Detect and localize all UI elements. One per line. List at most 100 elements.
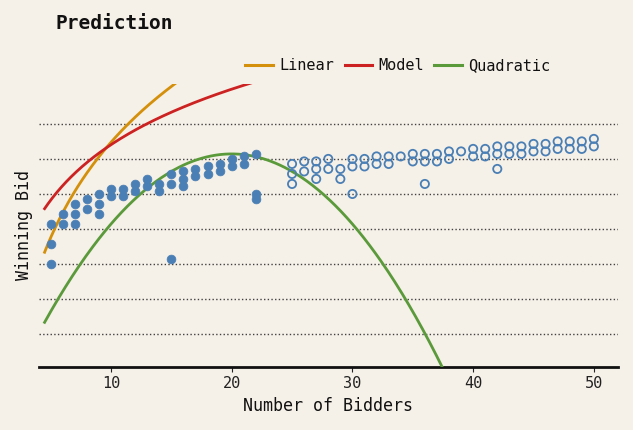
Point <box>420 158 430 165</box>
Point <box>529 141 539 147</box>
Point <box>82 196 92 203</box>
Point <box>70 211 80 218</box>
Point <box>444 148 454 155</box>
Point <box>420 150 430 157</box>
Point <box>372 160 382 167</box>
Point <box>541 148 551 155</box>
Point <box>191 173 201 180</box>
Point <box>565 138 575 145</box>
Point <box>203 171 213 178</box>
Point <box>215 160 225 167</box>
Point <box>94 211 104 218</box>
Point <box>142 175 153 182</box>
Point <box>372 153 382 160</box>
Point <box>480 153 491 160</box>
Point <box>166 255 177 262</box>
Point <box>468 145 478 152</box>
Point <box>589 135 599 142</box>
Point <box>106 193 116 200</box>
Point <box>323 166 334 172</box>
Point <box>251 150 261 157</box>
Point <box>227 156 237 163</box>
X-axis label: Number of Bidders: Number of Bidders <box>243 397 413 415</box>
Y-axis label: Winning Bid: Winning Bid <box>15 170 33 280</box>
Point <box>577 138 587 145</box>
Point <box>251 196 261 203</box>
Point <box>408 158 418 165</box>
Point <box>118 185 128 192</box>
Point <box>384 160 394 167</box>
Point <box>58 211 68 218</box>
Point <box>251 190 261 197</box>
Point <box>106 185 116 192</box>
Point <box>420 181 430 187</box>
Point <box>480 145 491 152</box>
Point <box>517 143 527 150</box>
Point <box>179 168 189 175</box>
Point <box>396 153 406 160</box>
Point <box>70 221 80 227</box>
Point <box>553 145 563 152</box>
Point <box>348 163 358 170</box>
Point <box>335 166 346 172</box>
Point <box>432 150 442 157</box>
Point <box>154 181 165 187</box>
Point <box>589 143 599 150</box>
Point <box>517 150 527 157</box>
Point <box>505 150 515 157</box>
Point <box>565 145 575 152</box>
Point <box>239 153 249 160</box>
Point <box>444 156 454 163</box>
Point <box>408 150 418 157</box>
Point <box>468 153 478 160</box>
Point <box>191 166 201 172</box>
Point <box>335 175 346 182</box>
Text: Prediction: Prediction <box>55 14 173 33</box>
Point <box>58 221 68 227</box>
Point <box>529 148 539 155</box>
Point <box>142 183 153 190</box>
Point <box>553 138 563 145</box>
Point <box>166 171 177 178</box>
Point <box>432 158 442 165</box>
Point <box>287 171 297 178</box>
Point <box>154 188 165 195</box>
Point <box>203 163 213 170</box>
Point <box>299 158 309 165</box>
Point <box>505 143 515 150</box>
Point <box>348 190 358 197</box>
Point <box>239 160 249 167</box>
Point <box>541 141 551 147</box>
Point <box>82 206 92 212</box>
Point <box>179 175 189 182</box>
Legend: Linear, Model, Quadratic: Linear, Model, Quadratic <box>239 52 556 79</box>
Point <box>46 261 56 267</box>
Point <box>94 200 104 207</box>
Point <box>215 168 225 175</box>
Point <box>360 156 370 163</box>
Point <box>70 200 80 207</box>
Point <box>360 163 370 170</box>
Point <box>299 168 309 175</box>
Point <box>179 183 189 190</box>
Point <box>577 145 587 152</box>
Point <box>287 160 297 167</box>
Point <box>492 143 503 150</box>
Point <box>227 163 237 170</box>
Point <box>287 181 297 187</box>
Point <box>94 190 104 197</box>
Point <box>311 166 322 172</box>
Point <box>311 175 322 182</box>
Point <box>118 193 128 200</box>
Point <box>323 156 334 163</box>
Point <box>166 181 177 187</box>
Point <box>46 221 56 227</box>
Point <box>492 150 503 157</box>
Point <box>130 181 140 187</box>
Point <box>492 166 503 172</box>
Point <box>46 241 56 248</box>
Point <box>384 153 394 160</box>
Point <box>348 156 358 163</box>
Point <box>311 158 322 165</box>
Point <box>456 148 466 155</box>
